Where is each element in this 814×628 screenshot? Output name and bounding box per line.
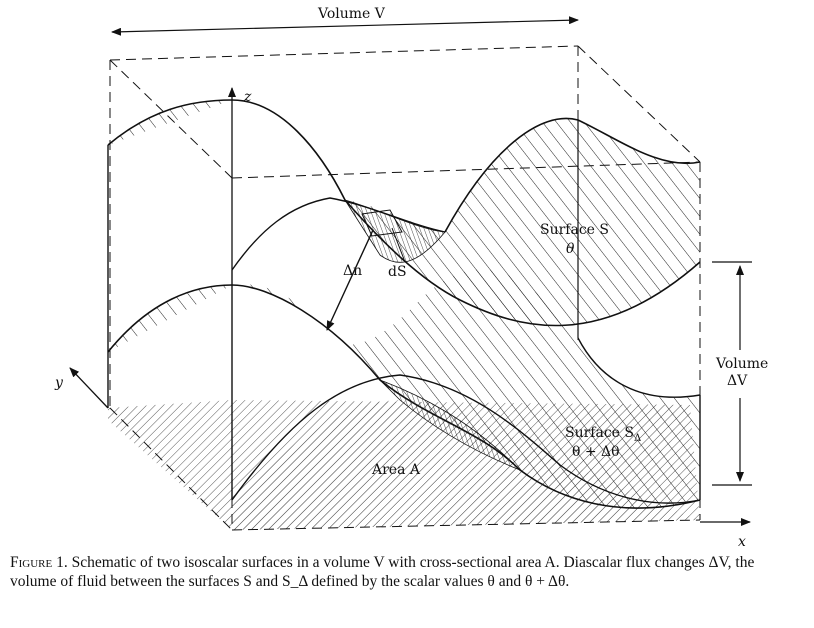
delta-n-arrow (326, 229, 374, 331)
surface-s-delta (108, 269, 700, 509)
y-axis-label: y (54, 375, 64, 391)
ds-label: dS (388, 264, 407, 280)
delta-n-label: Δn (343, 263, 362, 279)
figure-label: Figure 1. (10, 554, 68, 571)
surface-s-theta: θ (566, 241, 575, 257)
caption-text: Schematic of two isoscalar surfaces in a… (10, 554, 755, 590)
surface-sd-theta: θ + Δθ (572, 444, 620, 460)
surface-sd-label: Surface SΔ (565, 425, 641, 444)
y-axis (69, 367, 109, 409)
volume-delta-v-bracket (712, 261, 752, 486)
volume-v-arrow (111, 16, 579, 36)
volume-dv-label: Volume (715, 356, 768, 372)
ds-patch (361, 209, 403, 237)
volume-v-label: Volume V (317, 6, 386, 22)
figure-caption: Figure 1. Schematic of two isoscalar sur… (10, 553, 802, 591)
volume-dv-symbol: ΔV (727, 373, 748, 389)
surface-s (108, 100, 700, 326)
ds-pointer (391, 227, 406, 263)
z-axis-label: z (243, 89, 252, 105)
surface-s-label: Surface S (540, 222, 609, 238)
area-a-label: Area A (371, 462, 421, 478)
x-axis-label: x (738, 534, 746, 550)
